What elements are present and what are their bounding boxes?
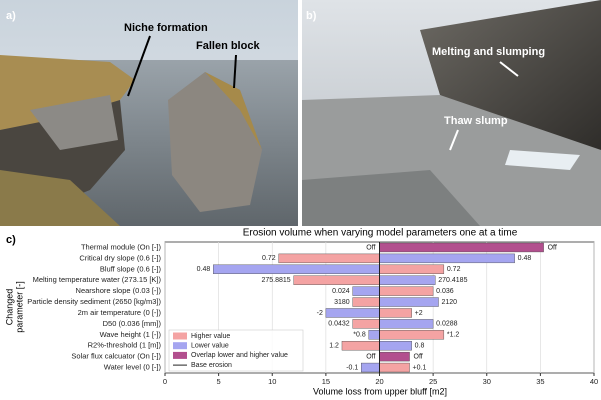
bar bbox=[341, 341, 380, 351]
y-tick-label: 2m air temperature (0 [-]) bbox=[78, 308, 162, 317]
bar bbox=[379, 253, 515, 264]
legend-swatch bbox=[173, 332, 187, 340]
value-label: 3180 bbox=[334, 299, 350, 306]
value-label: 0.036 bbox=[436, 288, 454, 295]
chart-title: Erosion volume when varying model parame… bbox=[243, 228, 518, 239]
value-label: 0.0432 bbox=[328, 321, 350, 328]
x-tick-label: 0 bbox=[163, 377, 167, 386]
x-tick-label: 35 bbox=[536, 377, 544, 386]
legend-label: Overlap lower and higher value bbox=[191, 352, 288, 359]
x-tick-label: 15 bbox=[322, 377, 330, 386]
y-tick-label: Water level (0 [-]) bbox=[104, 363, 162, 372]
panel-label: b) bbox=[306, 10, 317, 22]
photo-b bbox=[302, 0, 601, 226]
y-tick-label: Critical dry slope (0.6 [-]) bbox=[79, 253, 161, 262]
value-label: Off bbox=[366, 353, 375, 360]
bar bbox=[379, 286, 434, 296]
panel-label: c) bbox=[6, 234, 16, 246]
x-tick-label: 20 bbox=[375, 377, 383, 386]
x-axis-label: Volume loss from upper bluff [m2] bbox=[313, 386, 447, 396]
y-tick-label: Thermal module (On [-]) bbox=[81, 242, 162, 251]
legend-label: Higher value bbox=[191, 333, 230, 340]
x-tick-label: 25 bbox=[429, 377, 437, 386]
bar bbox=[379, 264, 445, 274]
arrows-b bbox=[449, 61, 519, 151]
y-tick-label: Particle density sediment (2650 [kg/m3]) bbox=[27, 297, 161, 306]
y-tick-label: Solar flux calcuator (On [-]) bbox=[71, 352, 161, 361]
x-tick-label: 30 bbox=[483, 377, 491, 386]
value-label: 2120 bbox=[441, 299, 457, 306]
y-axis-label: parameter [-] bbox=[14, 281, 24, 333]
bar bbox=[352, 297, 380, 307]
bar bbox=[278, 253, 380, 264]
legend-box bbox=[168, 329, 304, 372]
annotation: Fallen block bbox=[196, 40, 260, 52]
value-label: 275.8815 bbox=[261, 277, 290, 284]
x-tick-label: 40 bbox=[590, 377, 598, 386]
bar bbox=[361, 362, 380, 373]
annotation: Thaw slump bbox=[444, 115, 508, 127]
value-label: 0.48 bbox=[197, 266, 211, 273]
bar bbox=[379, 319, 434, 329]
x-tick-label: 5 bbox=[217, 377, 221, 386]
value-label: 0.8 bbox=[415, 343, 425, 350]
y-tick-label: Wave height (1 [-]) bbox=[100, 330, 162, 339]
bar bbox=[379, 341, 412, 351]
value-label: 0.0288 bbox=[436, 321, 458, 328]
bar bbox=[379, 297, 439, 307]
value-label: Off bbox=[366, 244, 375, 251]
value-label: 0.48 bbox=[518, 255, 532, 262]
panel-label: a) bbox=[6, 10, 16, 22]
value-label: 270.4185 bbox=[438, 277, 467, 284]
value-label: +0.1 bbox=[413, 364, 427, 371]
overlap-bar bbox=[379, 242, 544, 253]
x-tick-label: 10 bbox=[268, 377, 276, 386]
value-label: 1.2 bbox=[329, 343, 339, 350]
y-tick-label: Nearshore slope (0.03 [-]) bbox=[76, 286, 162, 295]
legend-label: Lower value bbox=[191, 343, 229, 350]
value-label: Off bbox=[548, 244, 557, 251]
y-tick-label: Bluff slope (0.6 [-]) bbox=[100, 264, 162, 273]
bar bbox=[379, 362, 410, 373]
y-tick-label: D50 (0.036 [mm]) bbox=[103, 319, 162, 328]
annotation: Niche formation bbox=[124, 22, 208, 34]
legend-swatch bbox=[173, 342, 187, 350]
value-label: 0.024 bbox=[332, 288, 350, 295]
value-label: *1.2 bbox=[447, 332, 460, 339]
y-tick-label: Melting temperature water (273.15 [K]) bbox=[33, 275, 162, 284]
legend-swatch bbox=[173, 351, 187, 359]
bar bbox=[325, 308, 380, 318]
annotation: Melting and slumping bbox=[432, 46, 545, 58]
value-label: +2 bbox=[415, 310, 423, 317]
y-axis-label: Changed bbox=[4, 289, 14, 326]
y-tick-label: R2%-threshold (1 [m]) bbox=[88, 341, 162, 350]
value-label: 0.72 bbox=[262, 255, 276, 262]
value-label: -2 bbox=[317, 310, 323, 317]
arrows-a bbox=[127, 35, 237, 97]
bar bbox=[213, 264, 380, 274]
overlap-bar bbox=[379, 351, 410, 362]
legend-label: Base erosion bbox=[191, 362, 232, 369]
bar bbox=[379, 308, 412, 318]
value-label: -0.1 bbox=[346, 364, 358, 371]
value-label: *0.8 bbox=[353, 332, 366, 339]
value-label: Off bbox=[414, 353, 423, 360]
bar bbox=[293, 275, 380, 285]
bar bbox=[379, 330, 445, 340]
bar bbox=[379, 275, 436, 285]
bar bbox=[352, 319, 380, 329]
bar bbox=[352, 286, 380, 296]
value-label: 0.72 bbox=[447, 266, 461, 273]
bar bbox=[368, 330, 380, 340]
